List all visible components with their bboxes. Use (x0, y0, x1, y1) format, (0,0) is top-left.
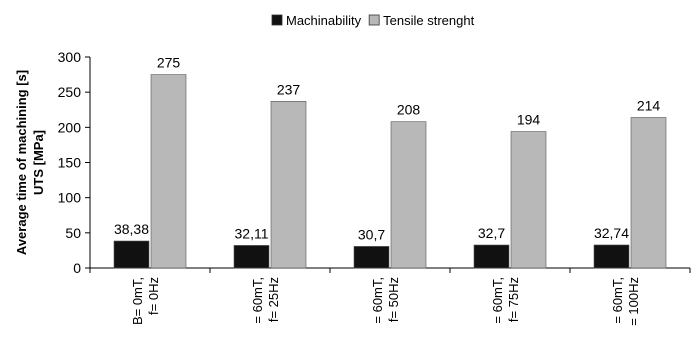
data-label: 208 (397, 102, 421, 118)
legend-label: Machinability (286, 13, 362, 28)
data-label: 275 (157, 55, 181, 71)
x-tick-label-line: = 100Hz (626, 277, 641, 326)
x-tick-label-line: = 60mT, (250, 277, 265, 324)
data-label: 194 (517, 112, 541, 128)
x-tick-labels: B= 0mT, f= 0Hz = 60mT, f= 25Hz = 60mT, f= 50H… (130, 277, 641, 326)
bar-tensile-strength (270, 101, 307, 269)
data-label: 38,38 (114, 221, 149, 237)
data-label: 32,74 (594, 225, 629, 241)
y-axis-label: Average time of machining [s] UTS [MPa] (14, 70, 46, 255)
bar-machinability (353, 246, 390, 269)
legend-swatch-tensile-strength (368, 14, 380, 26)
bars: 38,38 275 32,11 237 30,7 208 32,7 194 32,74 214 (113, 55, 667, 269)
legend-swatch-machinability (271, 14, 283, 26)
bar-machinability (593, 244, 630, 269)
x-tick-label-line: f= 0Hz (146, 277, 161, 315)
x-tick-label-line: = 60mT, (610, 277, 625, 324)
y-tick-label: 300 (58, 49, 82, 65)
axes: 0 50 100 150 200 250 300 (58, 49, 691, 276)
bar-machinability (113, 240, 150, 269)
x-tick-label-line: = 60mT, (490, 277, 505, 324)
x-tick-label-line: = 60mT, (370, 277, 385, 324)
bar-tensile-strength (510, 131, 547, 269)
y-tick-label: 50 (65, 225, 81, 241)
data-label: 214 (637, 97, 661, 113)
bar-machinability (233, 245, 270, 269)
y-tick-label: 100 (58, 190, 82, 206)
y-tick-label: 0 (73, 260, 81, 276)
data-label: 237 (277, 81, 301, 97)
bar-tensile-strength (630, 117, 667, 269)
legend-label: Tensile strenght (383, 13, 474, 28)
data-label: 32,11 (235, 225, 269, 241)
data-label: 30,7 (358, 226, 385, 242)
y-tick-label: 200 (58, 119, 82, 135)
x-tick-label-line: f= 75Hz (506, 277, 521, 322)
legend: Machinability Tensile strenght (271, 13, 475, 28)
x-tick-label-line: B= 0mT, (130, 277, 145, 325)
y-tick-label: 150 (58, 155, 82, 171)
bar-machinability (473, 244, 510, 269)
bar-tensile-strength (390, 121, 427, 269)
y-axis-label-line: Average time of machining [s] (14, 70, 29, 255)
y-tick-label: 250 (58, 84, 82, 100)
x-tick-label-line: f= 50Hz (386, 277, 401, 322)
y-axis-label-line: UTS [MPa] (31, 130, 46, 195)
bar-tensile-strength (150, 74, 187, 269)
data-label: 32,7 (478, 225, 505, 241)
x-tick-label-line: f= 25Hz (266, 277, 281, 322)
